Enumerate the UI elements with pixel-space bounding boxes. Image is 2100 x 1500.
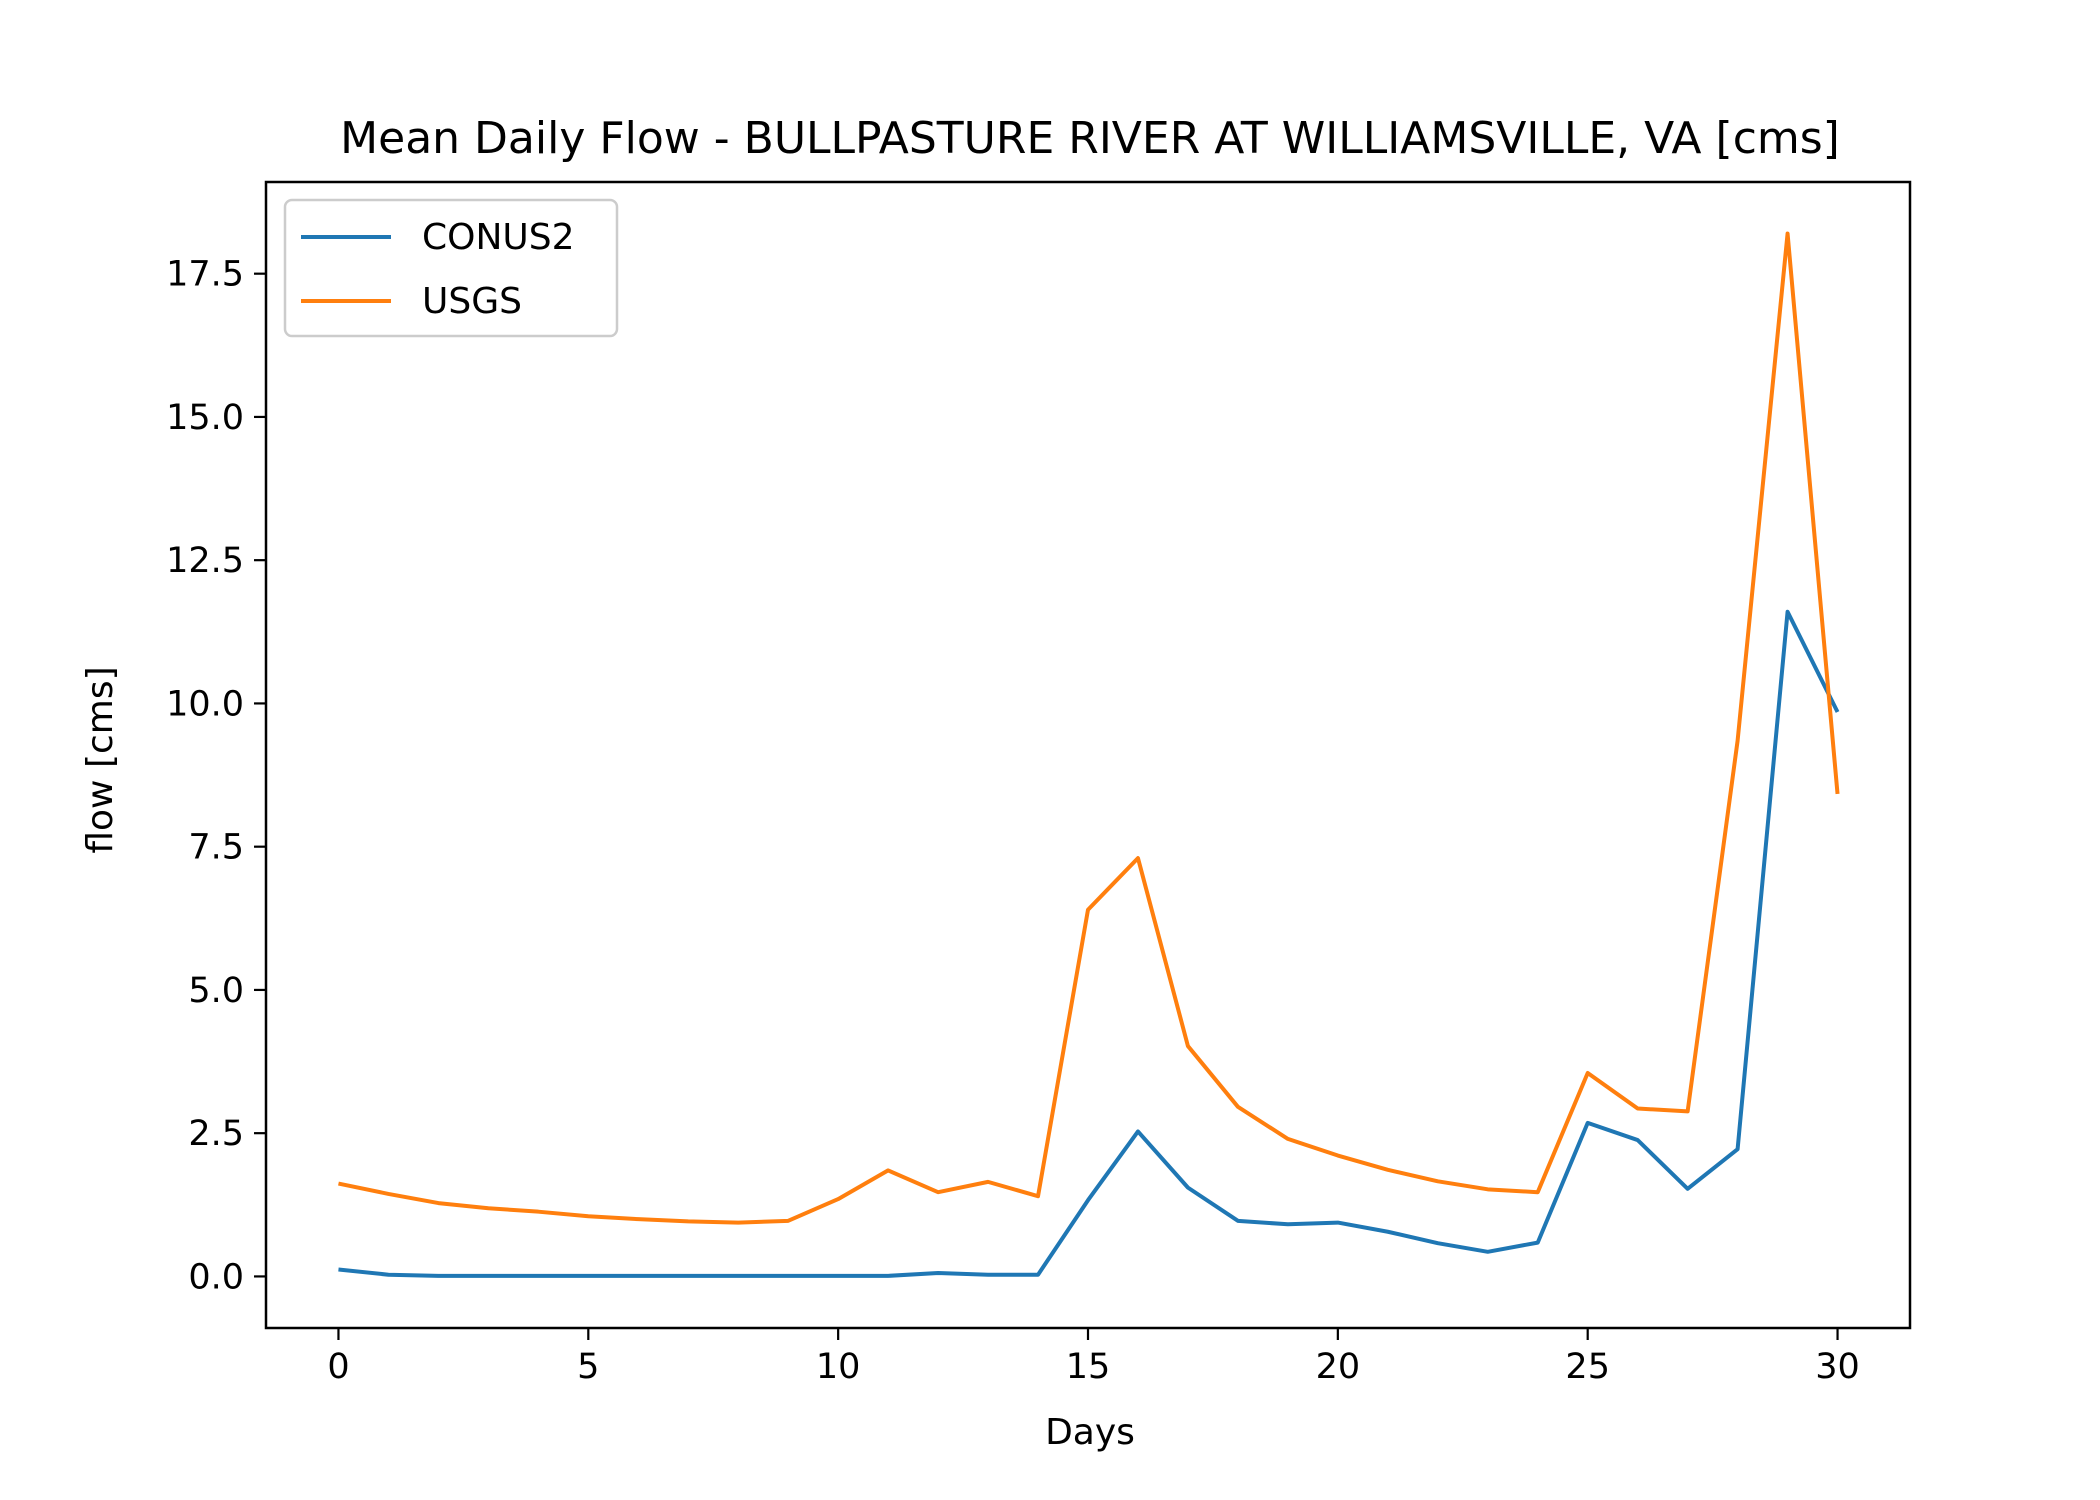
x-tick-label: 10 — [816, 1347, 861, 1387]
y-tick-label: 7.5 — [188, 828, 244, 868]
y-tick-label: 15.0 — [166, 398, 244, 438]
y-axis-label: flow [cms] — [80, 666, 121, 853]
legend: CONUS2 USGS — [283, 198, 619, 338]
x-axis-label: Days — [1045, 1412, 1135, 1453]
series-line-usgs — [338, 231, 1840, 1225]
chart-title: Mean Daily Flow - BULLPASTURE RIVER AT W… — [340, 113, 1840, 164]
plot-frame — [264, 180, 1912, 1330]
legend-label-conus2: CONUS2 — [422, 217, 575, 258]
plot-area — [264, 180, 1912, 1330]
x-tick-label: 30 — [1815, 1347, 1860, 1387]
y-tick-label: 12.5 — [166, 541, 244, 581]
x-axis: 0 5 10 15 20 25 30 — [327, 1328, 1860, 1387]
y-axis: 0.0 2.5 5.0 7.5 10.0 12.5 15.0 17.5 — [166, 255, 266, 1297]
y-tick-label: 2.5 — [188, 1114, 244, 1154]
y-tick-label: 5.0 — [188, 971, 244, 1011]
y-tick-label: 0.0 — [188, 1257, 244, 1297]
legend-label-usgs: USGS — [422, 281, 522, 322]
y-tick-label: 10.0 — [166, 684, 244, 724]
x-tick-label: 20 — [1316, 1347, 1361, 1387]
x-tick-label: 5 — [577, 1347, 599, 1387]
y-tick-label: 17.5 — [166, 255, 244, 295]
series-line-conus2 — [338, 609, 1840, 1278]
x-tick-label: 15 — [1066, 1347, 1111, 1387]
x-tick-label: 25 — [1565, 1347, 1610, 1387]
series-layer — [338, 231, 1840, 1278]
x-tick-label: 0 — [327, 1347, 349, 1387]
